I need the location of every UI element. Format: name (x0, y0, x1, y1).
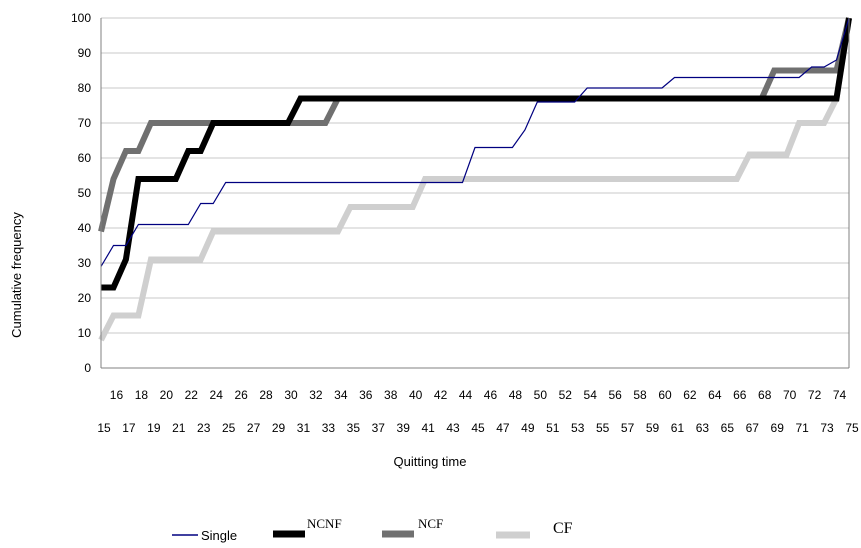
y-axis-title: Cumulative frequency (9, 212, 24, 338)
legend-item-cf: CF (496, 520, 573, 539)
series-layer (98, 17, 852, 342)
x-tick-label-64: 64 (708, 388, 722, 402)
x-tick-label-49: 49 (521, 421, 535, 435)
x-tick-labels: 16 18 20 22 24 26 28 30 32 34 36 38 40 42 44 46 48 50 52 54… (97, 388, 859, 435)
y-tick-label-70: 70 (78, 116, 92, 130)
x-tick-label-35: 35 (347, 421, 361, 435)
x-tick-label-72: 72 (808, 388, 822, 402)
x-tick-label-37: 37 (372, 421, 386, 435)
x-tick-label-17: 17 (122, 421, 136, 435)
x-tick-label-60: 60 (658, 388, 672, 402)
x-tick-label-70: 70 (783, 388, 797, 402)
x-tick-label-69: 69 (771, 421, 785, 435)
x-tick-label-26: 26 (234, 388, 248, 402)
axes (100, 18, 850, 369)
y-tick-label-0: 0 (84, 361, 91, 375)
x-tick-label-24: 24 (210, 388, 224, 402)
y-tick-label-20: 20 (78, 291, 92, 305)
x-tick-label-20: 20 (160, 388, 174, 402)
legend-item-ncnf: NCNF (273, 516, 342, 538)
x-tick-label-45: 45 (471, 421, 485, 435)
x-tick-label-34: 34 (334, 388, 348, 402)
x-tick-label-56: 56 (608, 388, 622, 402)
x-tick-label-62: 62 (683, 388, 697, 402)
x-tick-label-31: 31 (297, 421, 311, 435)
x-tick-label-63: 63 (696, 421, 710, 435)
x-tick-label-74: 74 (833, 388, 847, 402)
x-tick-label-47: 47 (496, 421, 510, 435)
legend-item-ncf: NCF (382, 516, 443, 538)
legend-label-ncf: NCF (418, 516, 443, 531)
legend-item-single: Single (172, 528, 237, 543)
legend: Single NCNF NCF CF (172, 516, 573, 543)
x-tick-label-68: 68 (758, 388, 772, 402)
x-tick-label-42: 42 (434, 388, 448, 402)
x-tick-label-51: 51 (546, 421, 560, 435)
y-tick-label-60: 60 (78, 151, 92, 165)
x-tick-label-73: 73 (820, 421, 834, 435)
y-tick-label-100: 100 (71, 11, 91, 25)
legend-label-single: Single (201, 528, 237, 543)
x-tick-label-57: 57 (621, 421, 635, 435)
x-axis-title: Quitting time (394, 454, 467, 469)
y-tick-label-10: 10 (78, 326, 92, 340)
x-tick-label-41: 41 (421, 421, 435, 435)
x-tick-label-55: 55 (596, 421, 610, 435)
series-line-single (100, 17, 850, 267)
x-tick-label-65: 65 (721, 421, 735, 435)
x-tick-label-36: 36 (359, 388, 373, 402)
x-tick-label-52: 52 (559, 388, 573, 402)
y-tick-label-30: 30 (78, 256, 92, 270)
x-tick-label-25: 25 (222, 421, 236, 435)
x-tick-label-53: 53 (571, 421, 585, 435)
y-tick-label-50: 50 (78, 186, 92, 200)
x-tick-label-30: 30 (284, 388, 298, 402)
series-line-ncnf (101, 17, 852, 291)
x-tick-label-61: 61 (671, 421, 685, 435)
x-tick-label-71: 71 (795, 421, 809, 435)
series-line-cf (98, 17, 852, 342)
x-tick-label-54: 54 (584, 388, 598, 402)
x-tick-label-44: 44 (459, 388, 473, 402)
x-tick-label-28: 28 (259, 388, 273, 402)
x-tick-label-27: 27 (247, 421, 261, 435)
x-tick-label-48: 48 (509, 388, 523, 402)
x-tick-label-23: 23 (197, 421, 211, 435)
x-tick-label-58: 58 (633, 388, 647, 402)
x-tick-label-18: 18 (135, 388, 149, 402)
x-tick-label-59: 59 (646, 421, 660, 435)
x-tick-label-22: 22 (185, 388, 199, 402)
x-tick-label-39: 39 (397, 421, 411, 435)
x-tick-label-50: 50 (534, 388, 548, 402)
y-tick-label-40: 40 (78, 221, 92, 235)
x-tick-label-46: 46 (484, 388, 498, 402)
x-tick-label-43: 43 (446, 421, 460, 435)
x-tick-label-16: 16 (110, 388, 124, 402)
x-tick-label-67: 67 (746, 421, 760, 435)
legend-label-ncnf: NCNF (307, 516, 342, 531)
legend-label-cf: CF (553, 520, 573, 537)
y-tick-labels: 0 10 20 30 40 50 60 70 80 90 100 (71, 11, 91, 375)
x-tick-label-21: 21 (172, 421, 186, 435)
x-tick-label-40: 40 (409, 388, 423, 402)
x-tick-label-15: 15 (97, 421, 111, 435)
x-tick-label-19: 19 (147, 421, 161, 435)
x-tick-label-75: 75 (845, 421, 859, 435)
y-tick-label-90: 90 (78, 46, 92, 60)
x-tick-label-29: 29 (272, 421, 286, 435)
x-tick-label-32: 32 (309, 388, 323, 402)
y-tick-label-80: 80 (78, 81, 92, 95)
x-tick-label-33: 33 (322, 421, 336, 435)
x-tick-label-66: 66 (733, 388, 747, 402)
x-tick-label-38: 38 (384, 388, 398, 402)
